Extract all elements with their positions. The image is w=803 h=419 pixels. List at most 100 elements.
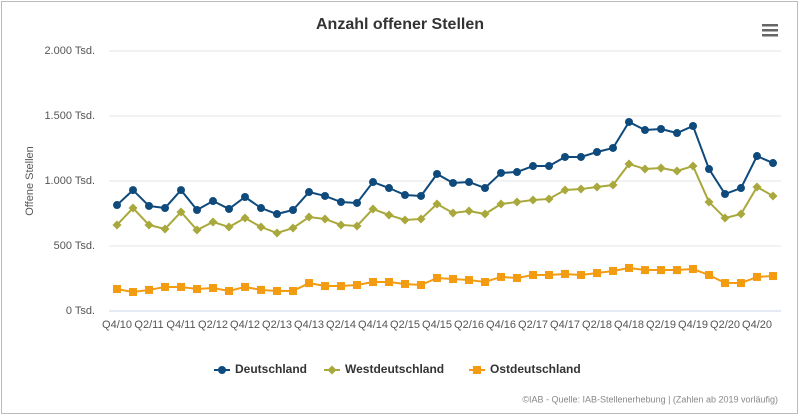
point — [241, 282, 249, 291]
point — [528, 195, 538, 205]
point — [144, 220, 154, 230]
x-tick-label: Q2/20 — [710, 319, 740, 331]
point — [513, 168, 521, 177]
credits: ©IAB - Quelle: IAB-Stellenerhebung | (Za… — [522, 394, 778, 404]
legend-item[interactable]: Westdeutschland — [324, 362, 444, 376]
point — [544, 194, 554, 204]
x-tick-label: Q4/15 — [422, 319, 452, 331]
point — [224, 222, 234, 232]
point — [353, 198, 361, 207]
legend-marker — [218, 366, 226, 374]
point — [545, 162, 553, 171]
point — [129, 186, 137, 195]
point — [145, 201, 153, 210]
point — [337, 282, 345, 291]
point — [577, 270, 585, 279]
point — [209, 283, 217, 292]
point — [704, 197, 714, 207]
point — [272, 228, 282, 238]
point — [512, 197, 522, 207]
point — [465, 178, 473, 187]
point — [161, 204, 169, 213]
point — [209, 197, 217, 206]
point — [208, 217, 218, 227]
point — [720, 213, 730, 223]
point — [480, 209, 490, 219]
x-tick-label: Q2/12 — [198, 319, 228, 331]
point — [417, 281, 425, 289]
point — [657, 266, 665, 275]
point — [561, 269, 569, 278]
point — [369, 278, 377, 287]
point — [673, 266, 681, 275]
point — [321, 282, 329, 291]
y-tick-label: 500 Tsd. — [54, 240, 95, 252]
legend-item[interactable]: Deutschland — [214, 362, 307, 376]
series — [113, 117, 777, 219]
point — [257, 204, 265, 213]
point — [369, 178, 377, 187]
x-tick-label: Q4/16 — [486, 319, 516, 331]
point — [353, 281, 361, 289]
point — [305, 188, 313, 197]
point — [497, 272, 505, 281]
point — [688, 161, 698, 171]
point — [593, 148, 601, 157]
point — [336, 220, 346, 230]
x-tick-label: Q4/19 — [678, 319, 708, 331]
point — [753, 152, 761, 161]
point — [641, 266, 649, 275]
point — [337, 198, 345, 207]
x-tick-label: Q4/11 — [166, 319, 195, 331]
point — [689, 122, 697, 131]
legend-label: Ostdeutschland — [490, 362, 581, 376]
series — [113, 263, 777, 297]
point — [609, 266, 617, 275]
legend-marker — [473, 366, 481, 374]
x-tick-label: Q4/14 — [358, 319, 388, 331]
point — [193, 285, 201, 294]
point — [417, 191, 425, 200]
point — [160, 224, 170, 234]
x-tick-label: Q4/18 — [614, 319, 644, 331]
point — [752, 182, 762, 192]
point — [561, 152, 569, 161]
point — [640, 164, 650, 174]
legend-marker — [327, 365, 337, 375]
legend-item[interactable]: Ostdeutschland — [469, 362, 581, 376]
menu-button[interactable] — [762, 24, 778, 37]
point — [737, 184, 745, 193]
y-tick-label: 1.500 Tsd. — [44, 110, 95, 122]
y-tick-label: 1.000 Tsd. — [44, 175, 95, 187]
point — [625, 117, 633, 126]
point — [241, 192, 249, 201]
x-tick-label: Q2/17 — [518, 319, 548, 331]
point — [768, 191, 778, 201]
x-tick-label: Q2/11 — [134, 319, 163, 331]
y-tick-label: 2.000 Tsd. — [44, 45, 95, 57]
point — [576, 184, 586, 194]
y-tick-label: 0 Tsd. — [66, 305, 95, 317]
point — [416, 214, 426, 224]
point — [641, 126, 649, 135]
point — [401, 279, 409, 288]
point — [705, 165, 713, 174]
point — [273, 286, 281, 295]
point — [304, 212, 314, 222]
point — [593, 269, 601, 278]
point — [432, 199, 442, 209]
chart-title: Anzahl offener Stellen — [316, 16, 484, 33]
point — [305, 279, 313, 288]
point — [161, 282, 169, 291]
point — [736, 209, 746, 219]
point — [481, 184, 489, 193]
point — [753, 272, 761, 281]
point — [449, 178, 457, 187]
point — [608, 180, 618, 190]
point — [769, 159, 777, 168]
x-tick-label: Q2/16 — [454, 319, 484, 331]
point — [128, 203, 138, 213]
point — [129, 288, 137, 297]
x-tick-label: Q4/13 — [294, 319, 324, 331]
x-tick-label: Q2/13 — [262, 319, 292, 331]
